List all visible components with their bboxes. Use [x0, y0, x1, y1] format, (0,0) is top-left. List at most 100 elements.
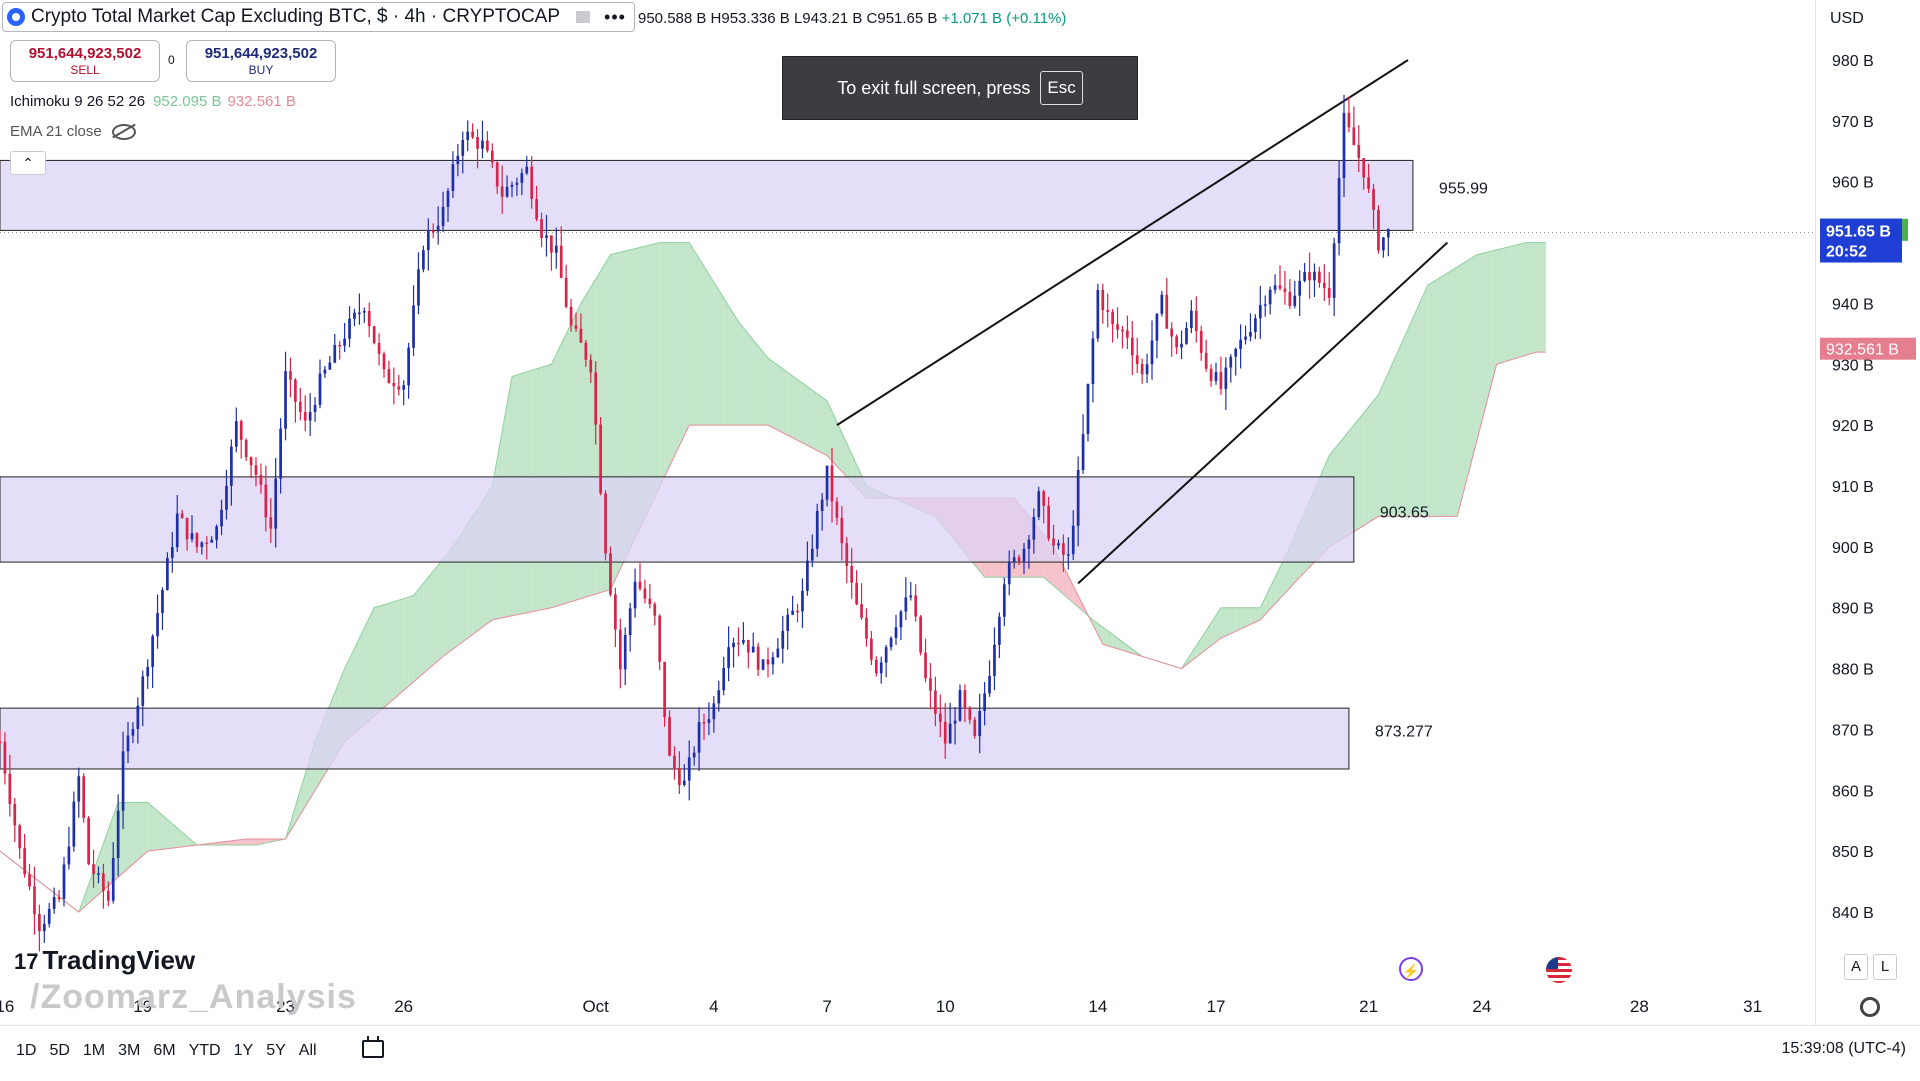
candle-body — [412, 305, 415, 348]
y-tick-label: 860 B — [1832, 783, 1874, 800]
candle — [377, 333, 381, 366]
cloud-segment — [753, 339, 759, 426]
cloud-segment — [1240, 607, 1246, 630]
candle-body — [353, 312, 356, 319]
symbol-box[interactable]: Crypto Total Market Cap Excluding BTC, $… — [2, 2, 635, 32]
range-button-3m[interactable]: 3M — [118, 1042, 141, 1059]
candle-body — [810, 548, 814, 561]
range-button-all[interactable]: All — [298, 1042, 317, 1059]
candle — [495, 161, 499, 194]
candle — [515, 177, 519, 196]
candle-body — [1106, 309, 1110, 312]
zone-label-1: 955.99 — [1439, 180, 1488, 197]
collapse-legend-button[interactable]: ⌃ — [10, 151, 46, 175]
candle — [343, 322, 346, 353]
candle-body — [958, 690, 962, 721]
candle-body — [18, 825, 22, 849]
candle — [230, 439, 233, 506]
y-tick-label: 930 B — [1832, 357, 1874, 374]
buy-button[interactable]: 951,644,923,502 BUY — [186, 40, 336, 82]
candle — [185, 517, 189, 551]
candle-body — [623, 635, 627, 670]
range-button-1m[interactable]: 1M — [82, 1042, 106, 1059]
cloud-segment — [423, 577, 429, 674]
cloud-segment — [1417, 296, 1423, 517]
candle-body — [180, 513, 184, 519]
candle-body — [988, 675, 991, 694]
candle-body — [1180, 343, 1183, 348]
candle-body — [298, 401, 302, 412]
y-tick-label: 880 B — [1832, 662, 1874, 679]
candle — [382, 351, 386, 378]
us-flag-icon[interactable] — [1546, 957, 1572, 983]
cloud-segment — [1092, 619, 1098, 635]
candle-body — [486, 140, 489, 151]
clock[interactable]: 15:39:08 (UTC-4) — [1781, 1040, 1907, 1057]
candle — [249, 456, 253, 479]
candle — [623, 627, 627, 686]
candle-body — [111, 857, 115, 901]
candle-body — [973, 719, 977, 737]
candle-body — [372, 326, 376, 344]
candle — [102, 863, 105, 909]
candle — [589, 354, 593, 383]
more-icon[interactable]: ••• — [604, 6, 626, 27]
range-button-6m[interactable]: 6M — [153, 1042, 176, 1059]
candle-body — [323, 369, 327, 374]
candle-body — [820, 499, 824, 512]
range-button-5y[interactable]: 5Y — [266, 1042, 286, 1059]
candle — [909, 582, 913, 601]
candle-body — [722, 667, 726, 691]
calendar-icon[interactable] — [362, 1036, 384, 1058]
candle-body — [1076, 470, 1080, 526]
candle — [1111, 308, 1114, 343]
candle — [0, 729, 2, 745]
candle-body — [929, 678, 932, 691]
candle — [259, 463, 263, 494]
candle — [195, 532, 199, 553]
range-button-ytd[interactable]: YTD — [188, 1042, 221, 1059]
range-button-1y[interactable]: 1Y — [233, 1042, 254, 1059]
candle — [1135, 337, 1139, 374]
candle-body — [195, 533, 199, 547]
candle-body — [333, 344, 337, 363]
hidden-eye-icon[interactable] — [111, 124, 136, 141]
candle-body — [766, 659, 770, 665]
candle-body — [569, 306, 573, 326]
log-scale-button[interactable]: L — [1873, 954, 1897, 980]
candle-body — [249, 457, 253, 466]
candle — [358, 293, 361, 325]
candle — [845, 536, 849, 584]
candle — [367, 302, 371, 338]
candle — [397, 374, 401, 396]
candle — [126, 721, 130, 764]
range-button-1d[interactable]: 1D — [16, 1042, 37, 1059]
candle — [810, 534, 814, 567]
cloud-segment — [704, 266, 709, 426]
candle — [412, 285, 415, 356]
candle — [269, 497, 273, 544]
candle-body — [889, 637, 893, 648]
cloud-segment — [836, 422, 842, 472]
watermark: /Zoomarz_Analysis — [30, 978, 357, 1016]
candle-body — [456, 155, 460, 165]
cloud-segment — [1437, 276, 1443, 517]
currency-label[interactable]: USD — [1830, 10, 1864, 27]
candle-body — [397, 386, 401, 390]
ichimoku-legend[interactable]: Ichimoku 9 26 52 26 952.095 B 932.561 B — [10, 93, 296, 110]
candle-body — [422, 250, 425, 270]
settings-gear-icon[interactable] — [1860, 997, 1880, 1017]
lightning-icon[interactable]: ⚡ — [1399, 957, 1423, 981]
auto-scale-button[interactable]: A — [1844, 954, 1868, 980]
candle — [392, 367, 396, 405]
candle-body — [121, 751, 125, 811]
ema-legend[interactable]: EMA 21 close — [10, 123, 136, 141]
candle — [786, 608, 790, 650]
candle — [210, 536, 214, 543]
candle — [638, 563, 642, 591]
candle — [594, 361, 598, 445]
candle-body — [564, 277, 568, 307]
range-button-5d[interactable]: 5D — [49, 1042, 70, 1059]
sell-button[interactable]: 951,644,923,502 SELL — [10, 40, 160, 82]
